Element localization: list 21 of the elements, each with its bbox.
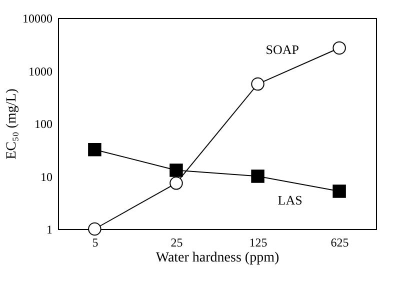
x-tick-label: 5 — [92, 236, 98, 250]
y-tick-label: 100 — [34, 117, 52, 131]
point — [332, 184, 346, 198]
x-tick-label: 625 — [330, 236, 349, 250]
point — [251, 77, 264, 91]
y-tick-label: 10 — [40, 170, 52, 184]
point — [251, 170, 264, 183]
x-tick-label: 25 — [170, 236, 183, 250]
y-tick-label: 1 — [46, 222, 52, 236]
point — [88, 142, 102, 156]
y-axis-title: EC₅₀ (mg/L) — [4, 88, 20, 160]
series-label: SOAP — [266, 42, 300, 58]
point — [332, 41, 346, 55]
x-axis-title: Water hardness (ppm) — [156, 250, 280, 266]
x-tick-label: 125 — [249, 236, 268, 250]
point — [170, 164, 183, 177]
point — [170, 176, 183, 190]
y-tick-label: 1000 — [28, 64, 52, 78]
y-tick-label: 10000 — [22, 12, 52, 26]
point — [88, 222, 102, 236]
series-label: LAS — [278, 192, 302, 208]
